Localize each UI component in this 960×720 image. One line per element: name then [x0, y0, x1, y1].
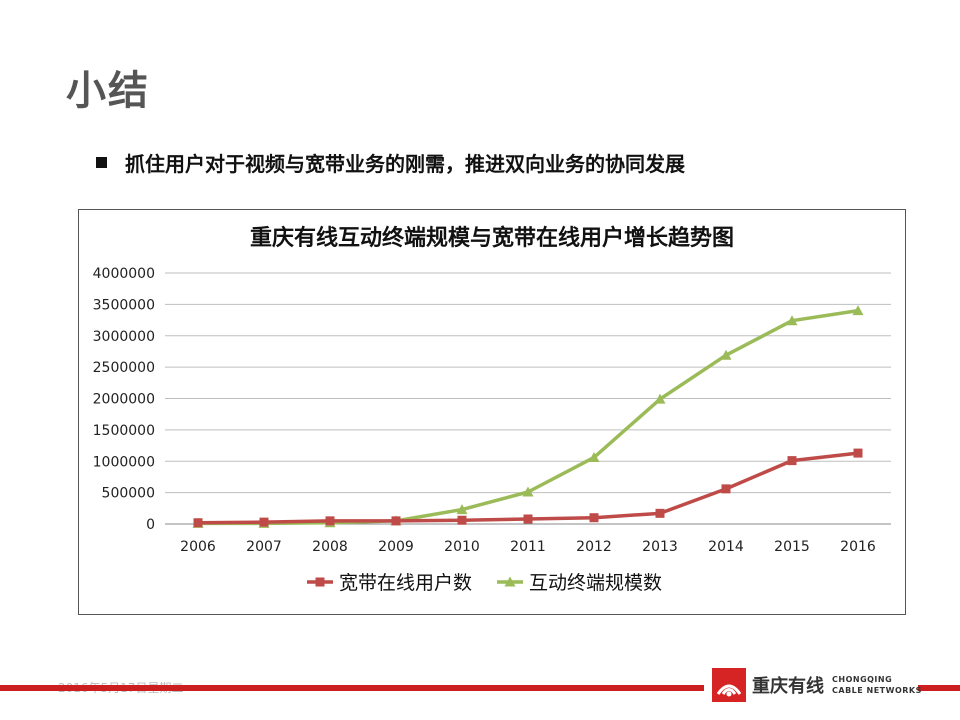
chart-frame: 重庆有线互动终端规模与宽带在线用户增长趋势图 0 500000 1000000 150… — [78, 209, 906, 615]
data-point — [457, 515, 467, 525]
x-tick-label: 2009 — [378, 539, 414, 555]
logo-mark-icon — [712, 668, 746, 702]
data-point — [193, 518, 203, 528]
data-point — [456, 504, 468, 515]
footer-bar-right — [918, 685, 960, 691]
data-point — [853, 448, 863, 458]
data-point — [787, 456, 797, 466]
legend: 宽带在线用户数 互动终端规模数 — [307, 572, 662, 594]
bullet-point: 抓住用户对于视频与宽带业务的刚需，推进双向业务的协同发展 — [96, 148, 685, 177]
bullet-square-icon — [96, 157, 107, 168]
series-lines — [192, 305, 864, 528]
footer-bar-left — [0, 685, 704, 691]
data-point — [391, 516, 401, 526]
bullet-text: 抓住用户对于视频与宽带业务的刚需，推进双向业务的协同发展 — [125, 152, 685, 176]
data-point — [315, 577, 325, 587]
logo-en-line2: CABLE NETWORKS — [832, 686, 922, 695]
legend-entry: 互动终端规模数 — [497, 572, 662, 594]
logo-en-line1: CHONGQING — [832, 675, 893, 684]
y-tick-label: 0 — [146, 517, 155, 533]
x-tick-label: 2011 — [510, 539, 546, 555]
series-interactive — [192, 305, 864, 528]
logo-text-cn: 重庆有线 — [752, 676, 824, 697]
y-tick-label: 3000000 — [93, 329, 155, 345]
y-tick-label: 3500000 — [93, 297, 155, 313]
y-tick-label: 1500000 — [93, 423, 155, 439]
grid-lines — [165, 272, 891, 525]
series-broadband — [193, 448, 863, 528]
x-tick-label: 2012 — [576, 539, 612, 555]
y-tick-label: 2500000 — [93, 360, 155, 376]
x-tick-labels: 2006 2007 2008 2009 2010 2011 2012 2013 2014 2015… — [180, 539, 876, 555]
x-tick-label: 2008 — [312, 539, 348, 555]
data-point — [721, 484, 731, 494]
x-tick-label: 2007 — [246, 539, 282, 555]
legend-entry: 宽带在线用户数 — [307, 572, 472, 594]
data-point — [655, 508, 665, 518]
y-tick-label: 500000 — [102, 486, 155, 502]
data-point — [259, 517, 269, 527]
x-tick-label: 2010 — [444, 539, 480, 555]
data-point — [588, 451, 600, 462]
x-tick-label: 2015 — [774, 539, 810, 555]
line-chart: 重庆有线互动终端规模与宽带在线用户增长趋势图 0 500000 1000000 150… — [93, 225, 891, 594]
data-point — [852, 305, 864, 316]
y-tick-label: 2000000 — [93, 392, 155, 408]
x-tick-label: 2014 — [708, 539, 744, 555]
data-point — [325, 516, 335, 526]
data-point — [786, 315, 798, 326]
company-logo: 重庆有线 CHONGQING CABLE NETWORKS — [712, 668, 922, 702]
legend-label: 宽带在线用户数 — [339, 572, 472, 594]
slide-title: 小结 — [66, 68, 150, 114]
x-tick-label: 2006 — [180, 539, 216, 555]
y-tick-label: 1000000 — [93, 454, 155, 470]
data-point — [720, 349, 732, 360]
legend-label: 互动终端规模数 — [529, 572, 662, 594]
chart-title: 重庆有线互动终端规模与宽带在线用户增长趋势图 — [250, 225, 734, 251]
data-point — [589, 513, 599, 523]
x-tick-label: 2016 — [840, 539, 876, 555]
data-point — [654, 393, 666, 404]
logo-text-en: CHONGQING CABLE NETWORKS — [832, 674, 922, 696]
y-tick-label: 4000000 — [93, 266, 155, 282]
data-point — [523, 514, 533, 524]
data-point — [522, 486, 534, 497]
data-point — [504, 576, 516, 587]
y-tick-labels: 0 500000 1000000 1500000 2000000 2500000 30000… — [93, 266, 155, 533]
x-tick-label: 2013 — [642, 539, 678, 555]
